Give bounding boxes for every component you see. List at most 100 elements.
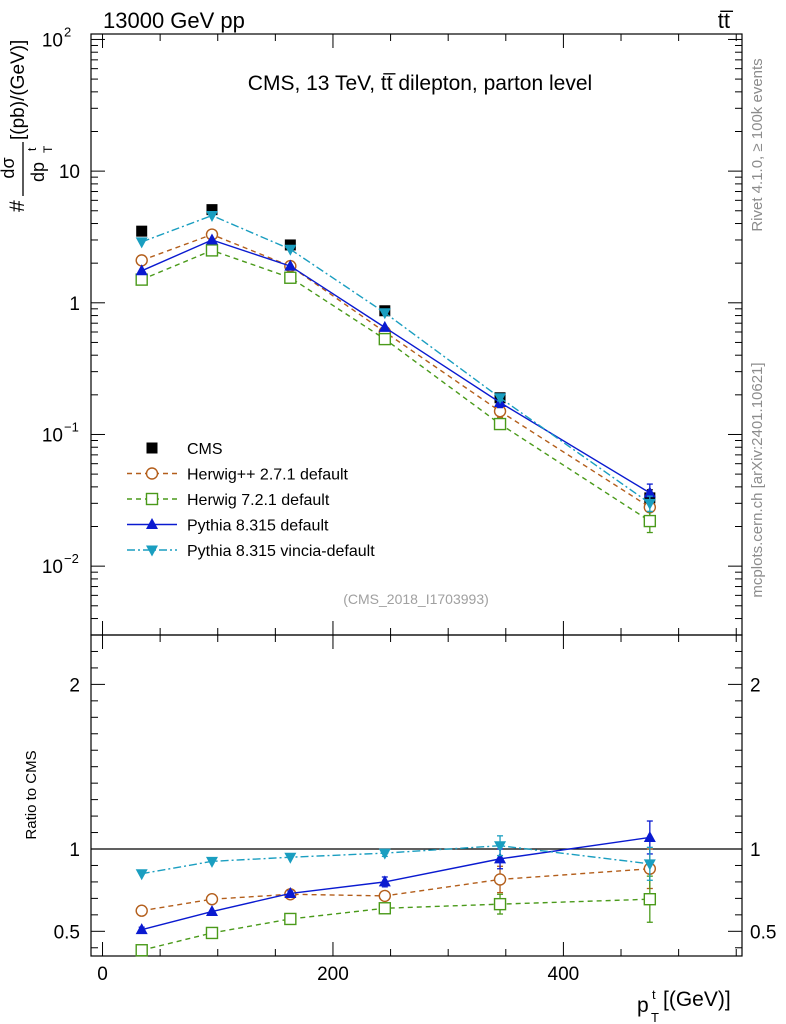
main-data-point bbox=[205, 244, 219, 257]
main-series-2 bbox=[135, 244, 657, 534]
ratio-data-point bbox=[643, 830, 656, 842]
ratio-data-point bbox=[494, 841, 507, 853]
main-data-point bbox=[643, 514, 657, 528]
main-data-point bbox=[493, 417, 507, 431]
main-data-point bbox=[378, 320, 391, 332]
ratio-series-layer bbox=[135, 820, 657, 957]
ratio-data-point bbox=[378, 902, 392, 915]
ratio-data-point bbox=[378, 875, 391, 887]
ratio-data-point bbox=[135, 923, 148, 935]
main-series-layer bbox=[135, 204, 657, 534]
main-data-point bbox=[205, 233, 218, 245]
mcplots-label: mcplots.cern.ch [arXiv:2401.10621] bbox=[749, 362, 766, 597]
ratio-series-line bbox=[141, 845, 650, 875]
ratio-data-point bbox=[205, 856, 218, 868]
main-series-3 bbox=[135, 233, 656, 504]
svg-text:T: T bbox=[41, 145, 55, 153]
header-final-state: tt̅ bbox=[718, 8, 734, 33]
svg-text:#: # bbox=[6, 200, 29, 212]
main-y-tick-label: 10 bbox=[42, 557, 63, 578]
ratio-series-3 bbox=[135, 835, 656, 881]
main-data-point bbox=[378, 332, 392, 346]
x-tick-label: 200 bbox=[317, 964, 349, 985]
main-data-point bbox=[135, 264, 148, 276]
ratio-data-point bbox=[284, 912, 297, 926]
legend-item: Pythia 8.315 vincia-default bbox=[127, 543, 375, 560]
ratio-y-tick-label-left: 1 bbox=[69, 840, 80, 861]
main-y-tick-label: 1 bbox=[69, 294, 80, 315]
ratio-data-point bbox=[284, 886, 297, 898]
main-data-point bbox=[135, 237, 148, 249]
ratio-data-point bbox=[494, 852, 507, 864]
ratio-y-tick-label-left: 2 bbox=[69, 675, 80, 696]
ratio-data-point bbox=[378, 848, 391, 860]
ratio-data-point bbox=[493, 897, 507, 911]
main-y-tick-label: 10 bbox=[42, 425, 63, 446]
legend-marker bbox=[146, 442, 158, 454]
legend-item: Herwig++ 2.7.1 default bbox=[127, 467, 349, 484]
chart-title: CMS, 13 TeV, tt̅ dilepton, parton level bbox=[248, 72, 592, 95]
x-tick-label: 400 bbox=[548, 964, 580, 985]
x-tick-label: 0 bbox=[97, 964, 108, 985]
legend-label: CMS bbox=[187, 441, 223, 458]
ratio-panel-frame bbox=[90, 634, 743, 957]
svg-text:t: t bbox=[652, 987, 656, 1002]
ratio-series-1 bbox=[135, 875, 657, 957]
ratio-data-point bbox=[284, 852, 297, 864]
legend: CMS Herwig++ 2.7.1 default Herwig 7.2.1 de… bbox=[127, 441, 375, 560]
main-data-point bbox=[135, 273, 148, 286]
legend-item: CMS bbox=[146, 441, 223, 458]
ratio-y-tick-label-left: 0.5 bbox=[54, 922, 80, 943]
rivet-label: Rivet 4.1.0, ≥ 100k events bbox=[749, 58, 766, 231]
ratio-data-point bbox=[205, 893, 219, 906]
svg-text:T: T bbox=[651, 1010, 659, 1024]
svg-text:p: p bbox=[637, 994, 649, 1017]
legend-marker bbox=[146, 545, 158, 557]
legend-label: Herwig++ 2.7.1 default bbox=[187, 467, 349, 484]
legend-label: Pythia 8.315 default bbox=[187, 518, 329, 535]
legend-label: Pythia 8.315 vincia-default bbox=[187, 543, 375, 560]
ratio-series-line bbox=[141, 898, 650, 951]
ratio-axis-ticks: 0.5 0.5 1 1 2 2 0 200 400 bbox=[54, 634, 776, 985]
legend-item: Pythia 8.315 default bbox=[127, 518, 329, 535]
ratio-data-point bbox=[493, 873, 507, 886]
ratio-y-axis-label: Ratio to CMS bbox=[23, 750, 40, 839]
legend-marker bbox=[145, 492, 159, 506]
main-series-line bbox=[141, 249, 651, 522]
ratio-data-point bbox=[135, 869, 148, 881]
ratio-data-point bbox=[643, 859, 656, 871]
main-y-tick-exponent: 2 bbox=[64, 24, 71, 39]
main-data-point bbox=[378, 308, 391, 320]
analysis-tag: (CMS_2018_I1703993) bbox=[343, 591, 489, 607]
main-series-line bbox=[141, 239, 651, 494]
main-data-point bbox=[136, 225, 148, 237]
svg-text:[(pb)/(GeV)]: [(pb)/(GeV)] bbox=[8, 40, 29, 140]
main-data-point bbox=[284, 244, 297, 256]
ratio-series-2 bbox=[135, 820, 656, 935]
main-data-point bbox=[284, 259, 297, 271]
x-axis-label: p T t [(GeV)] bbox=[637, 987, 731, 1024]
main-y-tick-exponent: −2 bbox=[64, 551, 79, 566]
svg-text:[(GeV)]: [(GeV)] bbox=[663, 988, 731, 1011]
main-data-point bbox=[205, 211, 218, 223]
ratio-data-point bbox=[643, 893, 657, 906]
main-data-point bbox=[643, 498, 656, 510]
legend-item: Herwig 7.2.1 default bbox=[127, 492, 330, 509]
ratio-series-line bbox=[141, 868, 650, 912]
ratio-data-point bbox=[205, 926, 219, 940]
ratio-data-point bbox=[205, 905, 218, 917]
main-data-point bbox=[284, 271, 297, 284]
main-series-4 bbox=[135, 211, 656, 513]
main-series-line bbox=[141, 233, 651, 508]
main-y-tick-label: 10 bbox=[42, 30, 63, 51]
svg-text:t: t bbox=[25, 147, 39, 151]
main-data-point bbox=[643, 486, 656, 498]
main-series-line bbox=[141, 214, 651, 504]
main-y-tick-exponent: −1 bbox=[64, 419, 79, 434]
main-data-point bbox=[206, 204, 218, 216]
legend-marker bbox=[146, 518, 158, 529]
ratio-series-line bbox=[141, 836, 650, 931]
main-y-axis-label: # dσ dp T t [(pb)/(GeV)] bbox=[0, 40, 55, 212]
ratio-y-tick-label-right: 2 bbox=[750, 675, 761, 696]
